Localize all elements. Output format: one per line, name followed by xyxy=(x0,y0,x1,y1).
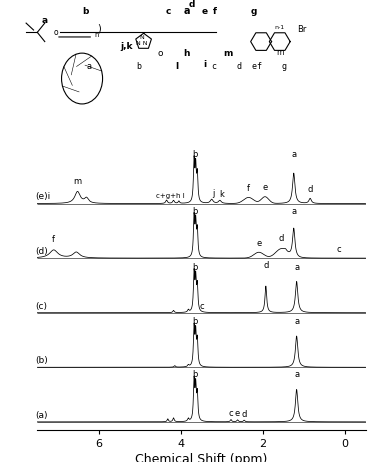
Text: j,k: j,k xyxy=(120,42,133,51)
Text: c+g+h l: c+g+h l xyxy=(156,193,185,199)
Text: f: f xyxy=(247,184,250,193)
Text: e: e xyxy=(235,409,240,418)
Text: f: f xyxy=(52,236,55,244)
Text: n-1: n-1 xyxy=(275,24,285,30)
Text: N
N N: N N N xyxy=(136,36,147,46)
Text: h: h xyxy=(183,49,190,58)
Text: g: g xyxy=(250,7,257,16)
Text: k: k xyxy=(219,190,225,199)
Text: Br: Br xyxy=(297,25,307,34)
Text: a: a xyxy=(42,16,48,25)
Text: a         b              c    d  ef    g: a b c d ef g xyxy=(87,62,286,71)
Text: m: m xyxy=(73,177,82,186)
Text: d: d xyxy=(307,185,313,195)
Text: c: c xyxy=(199,302,204,310)
Text: b: b xyxy=(192,262,198,272)
Text: m: m xyxy=(223,49,232,58)
Text: i: i xyxy=(204,60,207,69)
Text: c: c xyxy=(165,7,170,16)
Text: d: d xyxy=(279,234,284,243)
Text: o: o xyxy=(54,28,58,37)
Text: e: e xyxy=(256,239,261,248)
Text: l: l xyxy=(176,62,179,72)
Text: e: e xyxy=(202,7,208,16)
Text: d: d xyxy=(241,410,247,419)
Text: f: f xyxy=(213,7,216,16)
Text: b: b xyxy=(192,371,198,379)
Text: (b): (b) xyxy=(35,356,48,365)
Text: m: m xyxy=(276,49,283,57)
Text: (c): (c) xyxy=(35,302,47,310)
Text: b: b xyxy=(192,150,198,159)
Text: (a): (a) xyxy=(35,411,48,420)
Text: a: a xyxy=(294,317,299,326)
Text: c: c xyxy=(336,245,341,254)
Text: d: d xyxy=(189,0,195,9)
Text: (e)i: (e)i xyxy=(35,193,50,201)
Text: o: o xyxy=(158,49,163,58)
Text: (d): (d) xyxy=(35,247,48,256)
Text: n: n xyxy=(95,32,99,38)
Text: b: b xyxy=(82,7,89,16)
Text: a: a xyxy=(294,262,299,272)
Text: d: d xyxy=(263,261,269,270)
Text: a: a xyxy=(291,150,296,159)
Text: b: b xyxy=(192,317,198,326)
Text: a: a xyxy=(291,207,296,216)
Text: c: c xyxy=(229,409,233,418)
Text: j: j xyxy=(213,189,215,198)
Text: a: a xyxy=(294,371,299,379)
Text: e: e xyxy=(262,182,268,192)
X-axis label: Chemical Shift (ppm): Chemical Shift (ppm) xyxy=(135,453,267,462)
Text: a: a xyxy=(183,6,190,16)
Text: ): ) xyxy=(97,24,101,33)
Text: b: b xyxy=(192,207,198,216)
